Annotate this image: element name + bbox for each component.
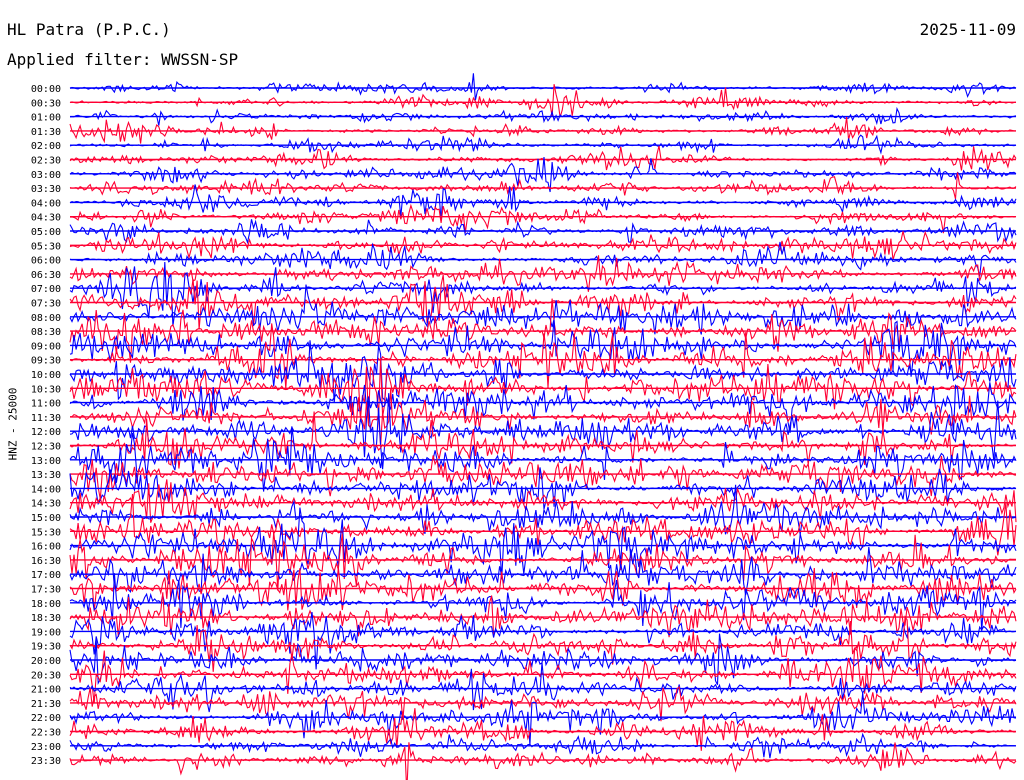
row-time-label: 23:30 xyxy=(31,756,61,767)
row-time-label: 13:00 xyxy=(31,456,61,467)
seismogram-trace xyxy=(69,203,1017,234)
seismogram-trace xyxy=(69,507,1017,580)
seismogram-trace xyxy=(69,611,1017,670)
row-time-label: 17:30 xyxy=(31,585,61,596)
seismogram-trace xyxy=(69,685,1017,722)
row-time-label: 20:00 xyxy=(31,656,61,667)
row-time-label: 15:30 xyxy=(31,527,61,538)
seismogram-trace xyxy=(69,479,1017,523)
row-time-label: 06:30 xyxy=(31,270,61,281)
seismogram-trace xyxy=(69,742,1017,780)
row-time-label: 12:30 xyxy=(31,442,61,453)
row-time-label: 07:00 xyxy=(31,284,61,295)
filter-label: Applied filter: WWSSN-SP xyxy=(7,50,239,69)
row-time-label: 10:30 xyxy=(31,384,61,395)
row-time-label: 05:30 xyxy=(31,241,61,252)
row-time-label: 02:30 xyxy=(31,156,61,167)
row-time-label: 03:00 xyxy=(31,170,61,181)
row-time-label: 16:30 xyxy=(31,556,61,567)
row-time-label: 00:30 xyxy=(31,98,61,109)
row-time-label: 00:00 xyxy=(31,84,61,95)
row-time-label: 10:00 xyxy=(31,370,61,381)
seismogram-trace xyxy=(69,592,1017,638)
station-title: HL Patra (P.P.C.) xyxy=(7,20,171,39)
seismogram-trace xyxy=(69,382,1017,435)
seismogram-trace xyxy=(69,219,1017,245)
seismogram-trace xyxy=(69,467,1017,510)
row-time-label: 05:00 xyxy=(31,227,61,238)
seismogram-trace xyxy=(69,573,1017,632)
seismogram-trace xyxy=(69,230,1017,260)
row-time-label: 19:30 xyxy=(31,642,61,653)
row-time-label: 23:00 xyxy=(31,742,61,753)
row-time-label: 18:00 xyxy=(31,599,61,610)
row-time-label: 19:00 xyxy=(31,627,61,638)
row-time-label: 21:30 xyxy=(31,699,61,710)
row-time-label: 06:00 xyxy=(31,256,61,267)
row-time-label: 22:00 xyxy=(31,713,61,724)
row-time-label: 15:00 xyxy=(31,513,61,524)
row-time-label: 03:30 xyxy=(31,184,61,195)
seismogram-trace xyxy=(69,73,1017,101)
seismogram-trace xyxy=(69,455,1017,500)
seismogram-trace xyxy=(69,426,1017,492)
row-time-label: 01:30 xyxy=(31,127,61,138)
row-time-label: 08:30 xyxy=(31,327,61,338)
row-time-label: 18:30 xyxy=(31,613,61,624)
row-time-label: 09:30 xyxy=(31,356,61,367)
row-time-label: 11:30 xyxy=(31,413,61,424)
seismogram-trace xyxy=(69,274,1017,330)
row-time-label: 04:00 xyxy=(31,198,61,209)
row-time-label: 04:30 xyxy=(31,213,61,224)
row-time-label: 08:00 xyxy=(31,313,61,324)
seismogram-trace xyxy=(69,323,1017,389)
row-time-label: 02:00 xyxy=(31,141,61,152)
seismogram-trace xyxy=(69,411,1017,469)
row-time-label: 07:30 xyxy=(31,299,61,310)
row-time-label: 13:30 xyxy=(31,470,61,481)
row-time-label: 11:00 xyxy=(31,399,61,410)
row-time-label: 16:00 xyxy=(31,542,61,553)
seismogram-trace xyxy=(69,284,1017,335)
row-time-label: 22:30 xyxy=(31,728,61,739)
row-time-label: 09:00 xyxy=(31,341,61,352)
seismogram-trace xyxy=(69,615,1017,672)
date-label: 2025-11-09 xyxy=(919,20,1016,39)
row-time-label: 20:30 xyxy=(31,670,61,681)
row-time-label: 01:00 xyxy=(31,113,61,124)
seismogram-trace xyxy=(69,172,1017,200)
row-time-label: 17:00 xyxy=(31,570,61,581)
row-time-label: 12:00 xyxy=(31,427,61,438)
seismogram-trace xyxy=(69,134,1017,155)
row-time-label: 14:30 xyxy=(31,499,61,510)
row-time-label: 14:00 xyxy=(31,484,61,495)
row-time-label: 21:00 xyxy=(31,685,61,696)
